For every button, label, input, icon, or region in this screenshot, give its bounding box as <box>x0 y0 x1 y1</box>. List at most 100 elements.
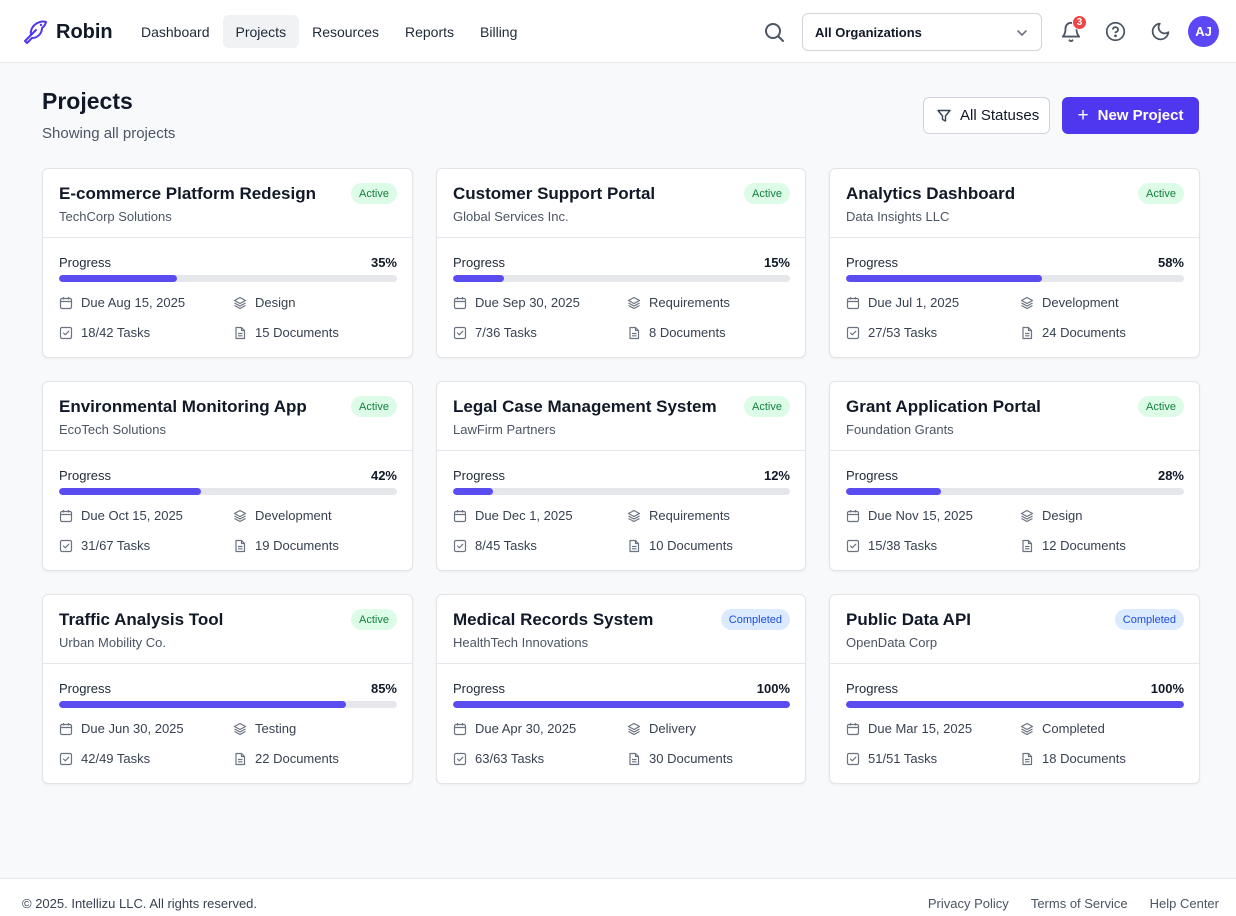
project-phase: Completed <box>1020 721 1105 736</box>
project-card-header: Grant Application Portal Foundation Gran… <box>830 382 1199 451</box>
progress-bar <box>846 488 1184 495</box>
document-count-text: 8 Documents <box>649 325 726 340</box>
document-icon <box>235 539 246 552</box>
layers-icon <box>233 296 247 309</box>
layers-icon <box>627 722 641 735</box>
due-date-text: Due Mar 15, 2025 <box>868 721 973 736</box>
project-phase: Requirements <box>627 508 730 523</box>
nav-reports[interactable]: Reports <box>405 23 455 40</box>
project-card-header: E-commerce Platform Redesign TechCorp So… <box>43 169 412 238</box>
project-title[interactable]: Analytics Dashboard <box>846 184 1016 203</box>
nav-dashboard[interactable]: Dashboard <box>141 23 210 40</box>
progress-percent: 85% <box>370 681 397 696</box>
due-date: Due Jun 30, 2025 <box>59 721 184 736</box>
progress-label: Progress <box>59 681 112 696</box>
layers-icon <box>1020 509 1034 522</box>
layers-icon <box>233 722 247 735</box>
project-card[interactable]: E-commerce Platform Redesign TechCorp So… <box>42 168 413 358</box>
organization-select[interactable]: All Organizations <box>802 13 1042 51</box>
due-date: Due Aug 15, 2025 <box>59 295 185 310</box>
project-card-header: Customer Support Portal Global Services … <box>437 169 805 238</box>
document-count-text: 19 Documents <box>255 538 339 553</box>
due-date: Due Dec 1, 2025 <box>453 508 573 523</box>
document-count: 15 Documents <box>233 325 339 340</box>
project-title[interactable]: Environmental Monitoring App <box>59 397 307 416</box>
project-phase: Development <box>233 508 332 523</box>
document-icon <box>1022 326 1033 339</box>
document-count-text: 22 Documents <box>255 751 339 766</box>
project-client: HealthTech Innovations <box>453 635 589 650</box>
progress-label: Progress <box>453 681 506 696</box>
due-date: Due Mar 15, 2025 <box>846 721 972 736</box>
due-date-text: Due Dec 1, 2025 <box>475 508 573 523</box>
project-client: EcoTech Solutions <box>59 422 166 437</box>
project-phase-text: Delivery <box>649 721 696 736</box>
project-card[interactable]: Legal Case Management System LawFirm Par… <box>436 381 806 571</box>
terms-of-service-link[interactable]: Terms of Service <box>1030 896 1128 911</box>
progress-bar-fill <box>846 701 1184 708</box>
bird-logo-icon <box>24 20 47 44</box>
project-card[interactable]: Environmental Monitoring App EcoTech Sol… <box>42 381 413 571</box>
status-badge: Active <box>1138 396 1184 417</box>
task-count: 27/53 Tasks <box>846 325 937 340</box>
project-title[interactable]: Legal Case Management System <box>453 397 717 416</box>
project-card[interactable]: Public Data API OpenData Corp Completed … <box>829 594 1200 784</box>
due-date: Due Sep 30, 2025 <box>453 295 580 310</box>
progress-bar <box>453 275 790 282</box>
project-card[interactable]: Traffic Analysis Tool Urban Mobility Co.… <box>42 594 413 784</box>
brand-logo[interactable]: Robin <box>22 18 113 46</box>
layers-icon <box>233 509 247 522</box>
user-avatar[interactable]: AJ <box>1188 16 1219 47</box>
project-title[interactable]: Public Data API <box>846 610 972 629</box>
document-icon <box>1022 752 1033 765</box>
progress-percent: 100% <box>1150 681 1184 696</box>
project-card[interactable]: Grant Application Portal Foundation Gran… <box>829 381 1200 571</box>
nav-projects[interactable]: Projects <box>222 15 300 48</box>
document-count: 10 Documents <box>627 538 733 553</box>
project-card[interactable]: Customer Support Portal Global Services … <box>436 168 806 358</box>
document-count: 12 Documents <box>1020 538 1126 553</box>
project-title[interactable]: Traffic Analysis Tool <box>59 610 224 629</box>
help-center-link[interactable]: Help Center <box>1149 896 1219 911</box>
project-card[interactable]: Analytics Dashboard Data Insights LLC Ac… <box>829 168 1200 358</box>
progress-bar-fill <box>846 275 1043 282</box>
status-filter-button[interactable]: All Statuses <box>923 97 1050 134</box>
project-title[interactable]: E-commerce Platform Redesign <box>59 184 316 203</box>
top-navigation-bar: Robin Dashboard Projects Resources Repor… <box>0 0 1236 63</box>
project-title[interactable]: Medical Records System <box>453 610 654 629</box>
progress-label: Progress <box>59 468 112 483</box>
progress-bar-fill <box>453 275 504 282</box>
help-circle-icon[interactable] <box>1105 21 1126 42</box>
copyright-text: © 2025. Intellizu LLC. All rights reserv… <box>22 896 258 911</box>
nav-billing[interactable]: Billing <box>480 23 518 40</box>
privacy-policy-link[interactable]: Privacy Policy <box>927 896 1009 911</box>
document-count-text: 24 Documents <box>1042 325 1126 340</box>
due-date-text: Due Jun 30, 2025 <box>81 721 184 736</box>
document-count: 19 Documents <box>233 538 339 553</box>
project-client: TechCorp Solutions <box>59 209 172 224</box>
project-card-header: Medical Records System HealthTech Innova… <box>437 595 805 664</box>
moon-icon[interactable] <box>1150 21 1171 42</box>
task-count: 42/49 Tasks <box>59 751 150 766</box>
project-grid: E-commerce Platform Redesign TechCorp So… <box>42 168 1200 784</box>
progress-bar <box>59 701 397 708</box>
project-card[interactable]: Medical Records System HealthTech Innova… <box>436 594 806 784</box>
progress-percent: 42% <box>370 468 397 483</box>
nav-resources[interactable]: Resources <box>312 23 379 40</box>
project-phase-text: Design <box>1042 508 1083 523</box>
project-phase-text: Development <box>255 508 332 523</box>
project-phase: Testing <box>233 721 296 736</box>
app-name: Robin <box>56 20 113 43</box>
bell-icon[interactable] <box>1060 21 1082 43</box>
status-badge: Active <box>1138 183 1184 204</box>
calendar-icon <box>453 509 467 522</box>
due-date: Due Jul 1, 2025 <box>846 295 959 310</box>
new-project-button[interactable]: + New Project <box>1062 97 1199 134</box>
search-icon[interactable] <box>762 20 786 44</box>
checkbox-icon <box>846 539 860 552</box>
calendar-icon <box>846 509 860 522</box>
due-date-text: Due Apr 30, 2025 <box>475 721 577 736</box>
project-title[interactable]: Customer Support Portal <box>453 184 656 203</box>
project-client: Data Insights LLC <box>846 209 950 224</box>
project-title[interactable]: Grant Application Portal <box>846 397 1041 416</box>
